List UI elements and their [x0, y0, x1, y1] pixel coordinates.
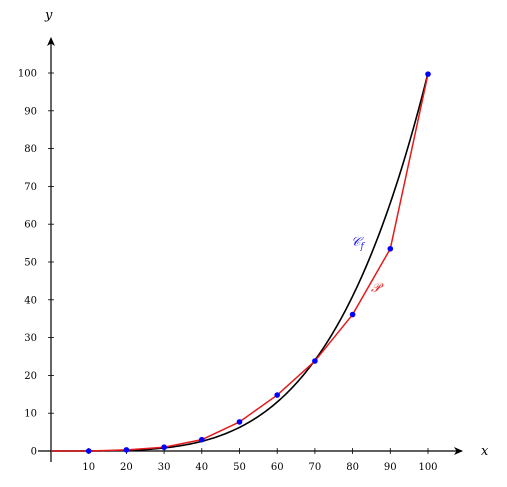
data-point: [161, 444, 167, 451]
y-tick-label: 50: [24, 258, 37, 269]
function-curve: [51, 72, 429, 452]
x-tick-label: 90: [384, 462, 397, 473]
curve-label: 𝒞f: [351, 235, 365, 252]
ticks: 10 20 30 40 50 60 70 80 90 100 0 10 20 30 40 50 60 70 80 90…: [18, 69, 438, 474]
data-point: [349, 311, 356, 318]
y-tick-label: 10: [24, 409, 37, 420]
x-tick-label: 40: [195, 462, 208, 473]
x-tick-label: 70: [309, 462, 322, 473]
x-tick-label: 10: [82, 462, 95, 473]
x-tick-label: 20: [120, 462, 133, 473]
data-point: [425, 71, 431, 77]
data-point: [274, 392, 281, 398]
data-point: [387, 245, 394, 252]
x-tick-label: 100: [418, 462, 437, 473]
x-tick-label: 30: [158, 462, 171, 473]
polyline-label: 𝒫: [371, 281, 384, 296]
curve-label-subscript: f: [359, 242, 365, 252]
axes: [38, 37, 463, 462]
y-tick-label: 30: [24, 333, 37, 344]
y-tick-label: 70: [24, 182, 37, 193]
data-point: [236, 419, 243, 425]
data-point: [123, 447, 130, 453]
y-tick-label: 20: [24, 371, 37, 382]
x-tick-label: 50: [233, 462, 246, 473]
data-point: [85, 448, 92, 454]
series-layer: [51, 72, 429, 452]
y-tick-label: 60: [24, 220, 37, 231]
y-axis-title: y: [44, 8, 53, 23]
polyline-series: [51, 73, 429, 452]
y-tick-label: 0: [31, 447, 37, 458]
data-point: [199, 436, 205, 443]
y-tick-label: 90: [24, 106, 37, 117]
y-tick-label: 100: [18, 69, 37, 80]
x-axis-title: x: [481, 444, 489, 459]
y-tick-label: 80: [24, 144, 37, 155]
data-point: [312, 358, 318, 364]
x-tick-label: 80: [346, 462, 359, 473]
y-tick-label: 40: [24, 295, 37, 306]
points-layer: [85, 71, 431, 454]
x-tick-label: 60: [271, 462, 284, 473]
